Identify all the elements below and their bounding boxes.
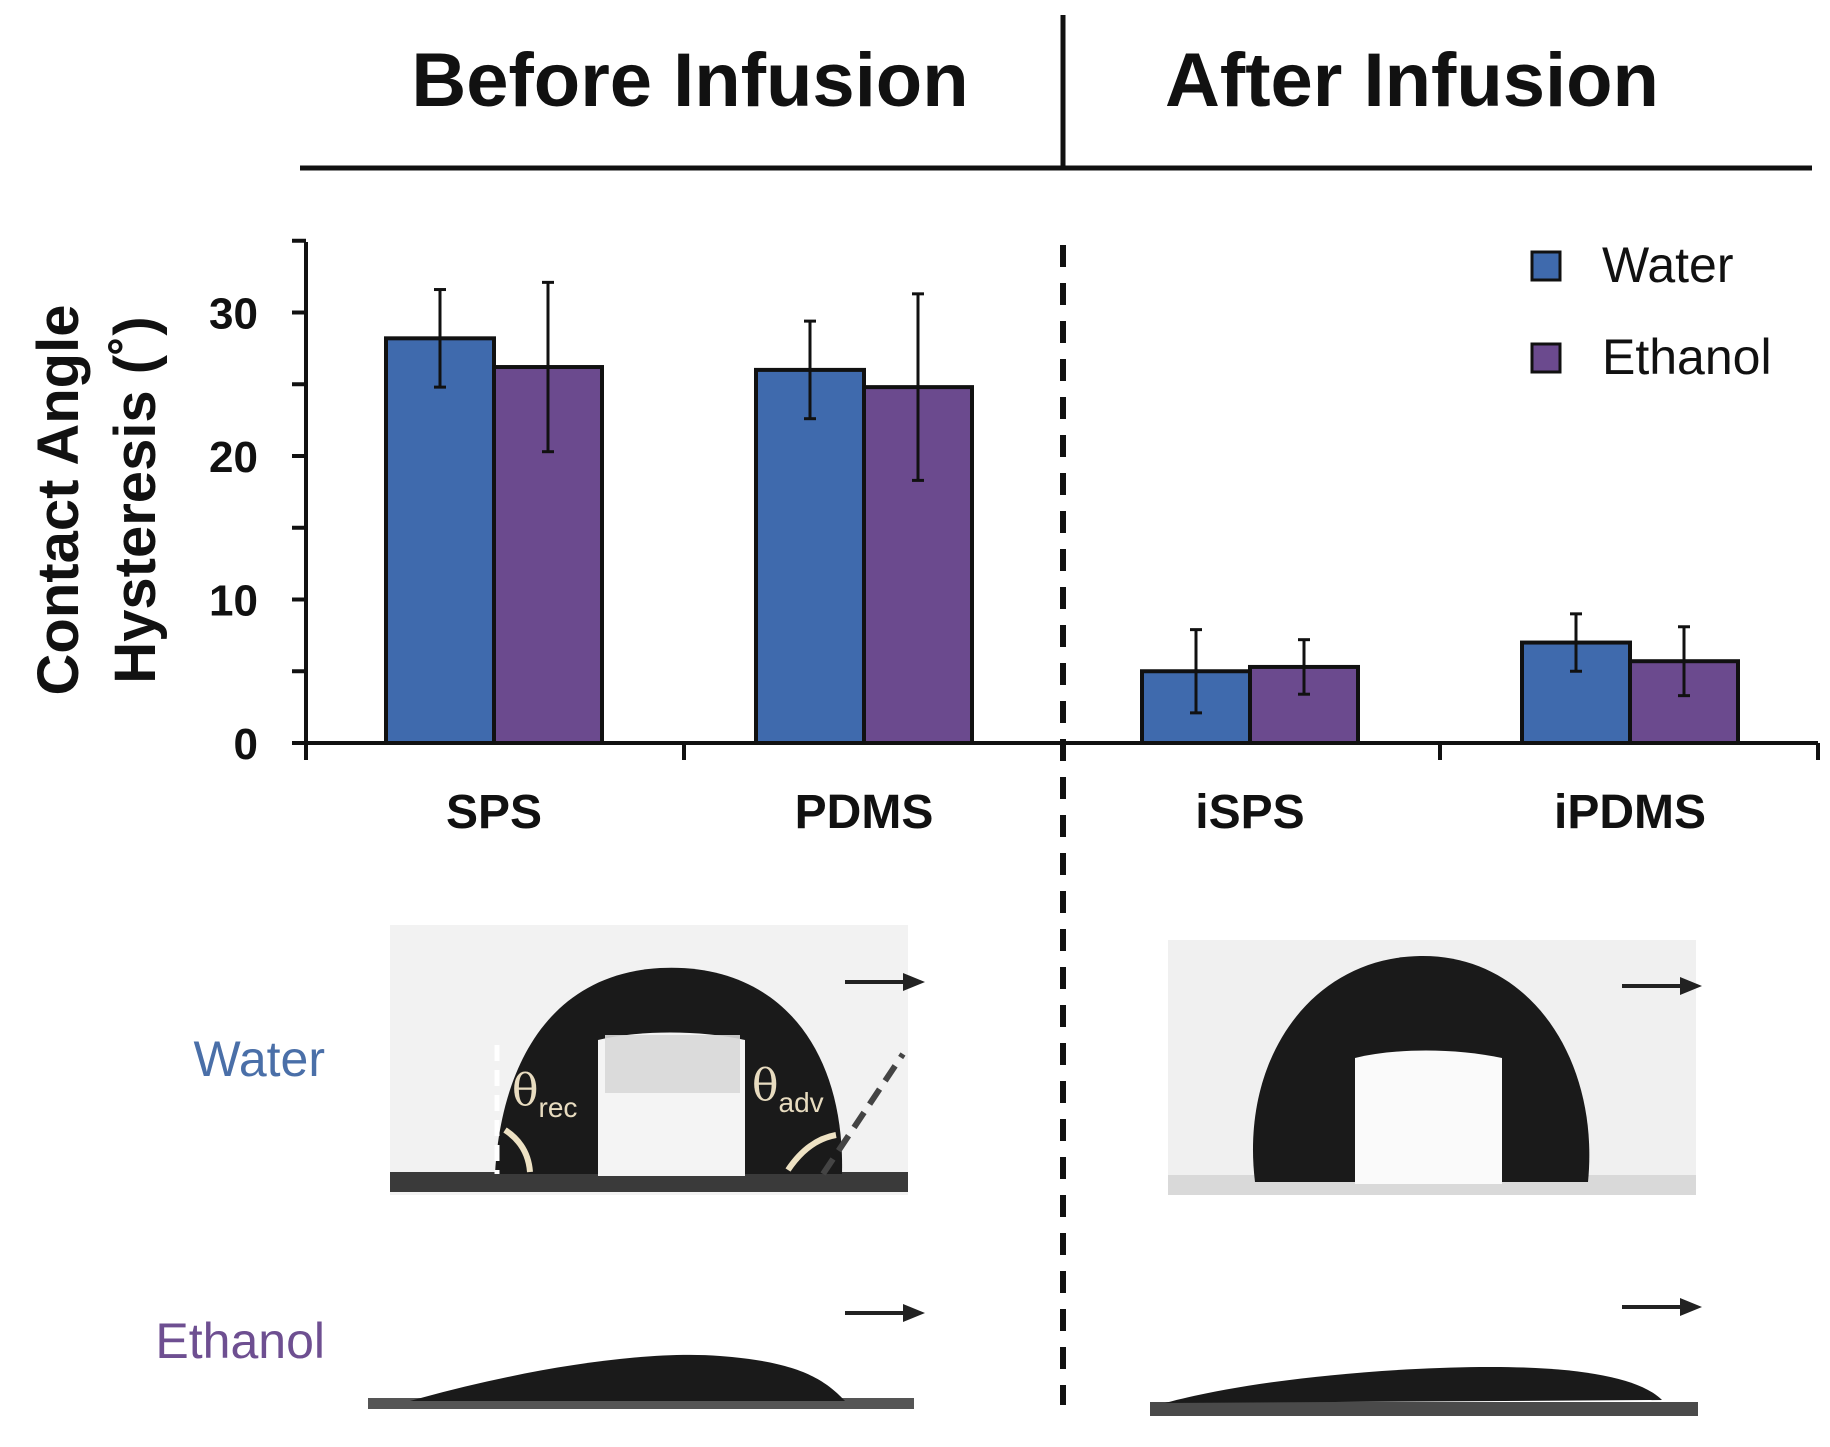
y-tick-label: 0 xyxy=(234,720,258,769)
legend: Water Ethanol xyxy=(1530,237,1772,385)
droplet xyxy=(1165,1366,1662,1403)
y-ticks: 0 10 20 30 xyxy=(209,238,306,769)
bar-ethanol xyxy=(1628,659,1740,746)
photo-ethanol-before xyxy=(368,1304,925,1409)
theta-adv-label: θadv xyxy=(752,1060,824,1118)
y-axis-label-line1: Contact Angle xyxy=(26,305,91,696)
row-label-water: Water xyxy=(194,1031,326,1087)
substrate xyxy=(368,1398,914,1409)
header-before-infusion: Before Infusion xyxy=(411,38,968,123)
x-ticks xyxy=(304,743,1820,760)
droplet-highlight xyxy=(1355,1050,1502,1184)
legend-swatch-ethanol xyxy=(1530,342,1562,374)
motion-arrow-head xyxy=(1680,1298,1702,1316)
y-axis-label-line2: Hysteresis (˚) xyxy=(103,316,168,683)
category-label-ispa: iSPS xyxy=(1195,786,1304,839)
header-after-infusion: After Infusion xyxy=(1165,38,1659,123)
substrate xyxy=(390,1172,908,1192)
category-label-ipdms: iPDMS xyxy=(1554,786,1706,839)
droplet xyxy=(410,1354,845,1401)
category-label-sps: SPS xyxy=(446,786,542,839)
substrate xyxy=(1150,1402,1698,1416)
photo-ethanol-after xyxy=(1150,1298,1702,1416)
photo-water-before: θrec θadv xyxy=(390,925,925,1195)
theta-rec-label: θrec xyxy=(512,1065,577,1123)
photo-water-after xyxy=(1168,940,1702,1195)
legend-swatch-water xyxy=(1530,250,1562,282)
bar-water xyxy=(384,336,496,745)
category-label-pdms: PDMS xyxy=(795,786,934,839)
motion-arrow-head xyxy=(903,1304,925,1322)
droplet-reflection xyxy=(605,1035,740,1093)
bar-water xyxy=(754,367,866,745)
receding-angle-arc xyxy=(503,1127,533,1173)
legend-label-water: Water xyxy=(1602,237,1734,293)
motion-arrow-head xyxy=(1680,977,1702,995)
row-label-ethanol: Ethanol xyxy=(155,1313,325,1369)
y-tick-label: 20 xyxy=(209,433,258,482)
advancing-tangent xyxy=(820,1052,906,1176)
y-tick-label: 10 xyxy=(209,577,258,626)
y-tick-label: 30 xyxy=(209,290,258,339)
legend-label-ethanol: Ethanol xyxy=(1602,329,1772,385)
motion-arrow-head xyxy=(903,973,925,991)
advancing-angle-arc xyxy=(785,1132,837,1172)
bars xyxy=(384,280,1740,746)
